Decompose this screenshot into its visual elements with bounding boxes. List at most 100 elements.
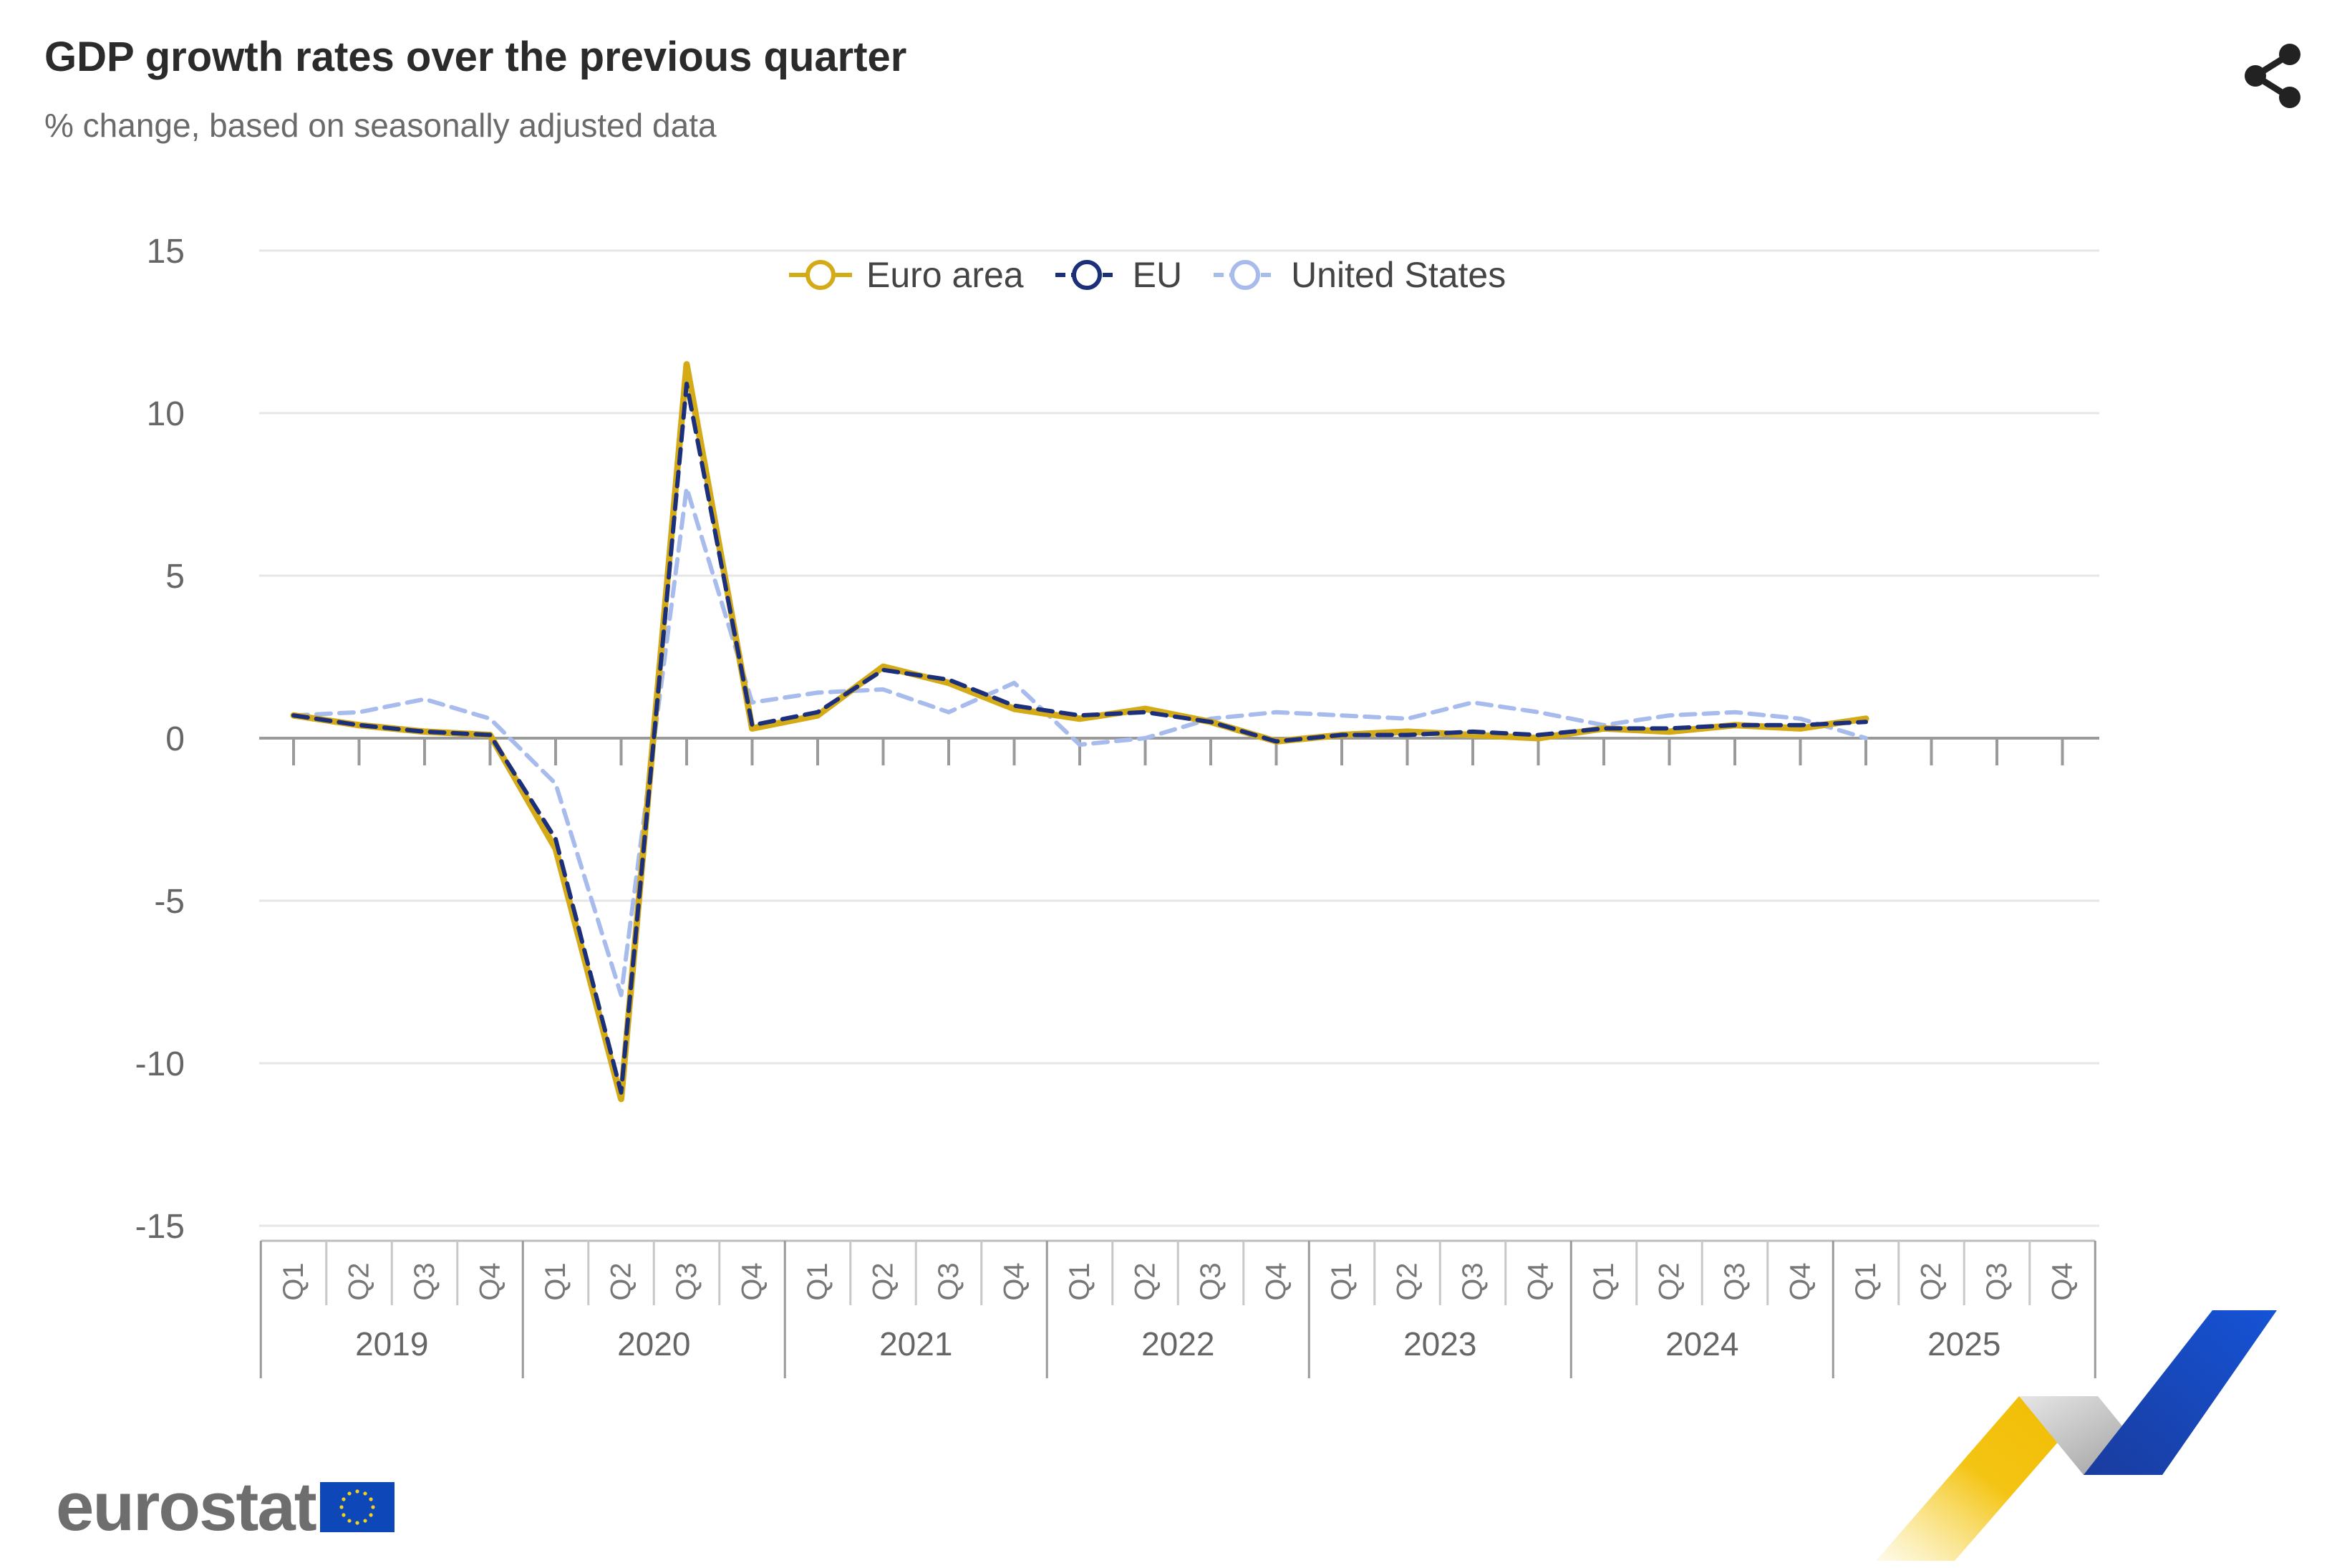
- legend-item-euro-area[interactable]: Euro area: [786, 254, 1024, 296]
- data-point-united-states: [1405, 716, 1411, 722]
- y-tick-label: -5: [154, 883, 185, 921]
- y-tick-label: 5: [165, 558, 185, 596]
- data-point-eu: [1863, 719, 1869, 725]
- year-label: 2022: [1141, 1325, 1214, 1363]
- quarter-label: Q1: [802, 1262, 833, 1300]
- quarter-label: Q2: [1392, 1262, 1423, 1300]
- y-tick-label: 10: [147, 395, 185, 433]
- data-point-eu: [291, 712, 296, 718]
- legend-marker-euro-area: [789, 260, 852, 290]
- quarter-label: Q1: [1326, 1262, 1358, 1300]
- quarter-label: Q3: [671, 1262, 702, 1300]
- data-point-united-states: [1077, 742, 1083, 747]
- data-point-eu: [619, 1090, 624, 1095]
- chart-subtitle: % change, based on seasonally adjusted d…: [44, 107, 717, 144]
- data-point-united-states: [1143, 735, 1148, 741]
- eurostat-swoosh-icon: [1876, 1310, 2277, 1561]
- series-line-united-states: [291, 485, 1868, 997]
- data-point-united-states: [1667, 712, 1673, 718]
- quarter-label: Q2: [868, 1262, 899, 1300]
- data-point-united-states: [422, 697, 427, 702]
- data-point-eu: [1798, 722, 1804, 728]
- flag-star: [363, 1519, 367, 1523]
- data-point-united-states: [1012, 680, 1017, 686]
- chart-legend: Euro area EU United States: [786, 254, 1534, 296]
- quarter-label: Q4: [1523, 1262, 1554, 1300]
- data-point-eu: [1732, 722, 1738, 728]
- year-label: 2019: [355, 1325, 428, 1363]
- data-point-eu: [422, 729, 427, 735]
- data-point-united-states: [1732, 710, 1738, 715]
- quarter-label: Q1: [1588, 1262, 1620, 1300]
- flag-star: [369, 1513, 373, 1517]
- quarter-label: Q2: [344, 1262, 375, 1300]
- data-point-united-states: [1274, 710, 1279, 715]
- quarter-label: Q4: [2047, 1262, 2079, 1300]
- data-point-eu: [488, 732, 493, 737]
- legend-marker-united-states: [1214, 260, 1277, 290]
- quarter-label: Q1: [1850, 1262, 1882, 1300]
- share-icon[interactable]: [2240, 42, 2305, 110]
- data-point-united-states: [684, 485, 690, 490]
- flag-star: [371, 1505, 375, 1509]
- y-tick-label: -15: [135, 1208, 185, 1246]
- flag-star: [342, 1513, 346, 1517]
- y-tick-label: 15: [147, 233, 185, 271]
- data-point-united-states: [553, 781, 558, 787]
- data-point-united-states: [815, 689, 821, 695]
- quarter-label: Q1: [278, 1262, 309, 1300]
- legend-label-eu: EU: [1132, 255, 1183, 295]
- quarter-label: Q4: [737, 1262, 768, 1300]
- quarter-label: Q4: [475, 1262, 506, 1300]
- data-point-eu: [1274, 739, 1279, 745]
- data-point-euro-area: [684, 362, 690, 367]
- data-point-united-states: [619, 992, 624, 998]
- data-point-eu: [1667, 725, 1673, 731]
- eu-flag-icon: [319, 1482, 395, 1532]
- data-point-united-states: [1536, 710, 1542, 715]
- logo-text: eurostat: [56, 1468, 317, 1545]
- year-label: 2023: [1403, 1325, 1476, 1363]
- legend-item-eu[interactable]: EU: [1053, 254, 1182, 296]
- quarter-label: Q2: [1130, 1262, 1161, 1300]
- y-tick-label: 0: [165, 720, 185, 758]
- flag-star: [342, 1497, 346, 1501]
- y-tick-label: -10: [135, 1045, 185, 1083]
- legend-label-euro-area: Euro area: [866, 255, 1024, 295]
- quarter-label: Q3: [933, 1262, 964, 1300]
- data-point-eu: [1470, 729, 1476, 735]
- flag-star: [355, 1521, 359, 1525]
- data-point-eu: [946, 677, 952, 682]
- data-point-eu: [684, 381, 690, 387]
- data-point-eu: [1601, 725, 1607, 731]
- year-label: 2025: [1927, 1325, 2000, 1363]
- quarter-label: Q3: [1457, 1262, 1489, 1300]
- data-point-eu: [815, 710, 821, 715]
- data-point-united-states: [1863, 735, 1869, 741]
- legend-item-united-states[interactable]: United States: [1211, 254, 1506, 296]
- series-line-euro-area: [290, 361, 1869, 1103]
- flag-star: [347, 1519, 352, 1523]
- data-point-eu: [1536, 732, 1542, 737]
- quarter-label: Q3: [1195, 1262, 1226, 1300]
- data-point-eu: [1143, 710, 1148, 715]
- year-label: 2021: [879, 1325, 952, 1363]
- data-point-united-states: [881, 687, 886, 692]
- flag-star: [363, 1491, 367, 1496]
- data-point-euro-area: [619, 1096, 624, 1102]
- data-point-eu: [750, 722, 755, 728]
- data-point-united-states: [1798, 716, 1804, 722]
- quarter-label: Q4: [999, 1262, 1030, 1300]
- chart-title: GDP growth rates over the previous quart…: [44, 34, 907, 80]
- series-line-eu: [291, 382, 1868, 1095]
- eurostat-logo: eurostat: [56, 1468, 395, 1547]
- quarter-label: Q2: [1654, 1262, 1685, 1300]
- quarter-label: Q3: [1719, 1262, 1751, 1300]
- quarter-label: Q1: [1064, 1262, 1095, 1300]
- quarter-label: Q3: [409, 1262, 440, 1300]
- data-point-united-states: [488, 716, 493, 722]
- legend-label-united-states: United States: [1291, 255, 1506, 295]
- quarter-label: Q4: [1261, 1262, 1292, 1300]
- data-point-united-states: [946, 710, 952, 715]
